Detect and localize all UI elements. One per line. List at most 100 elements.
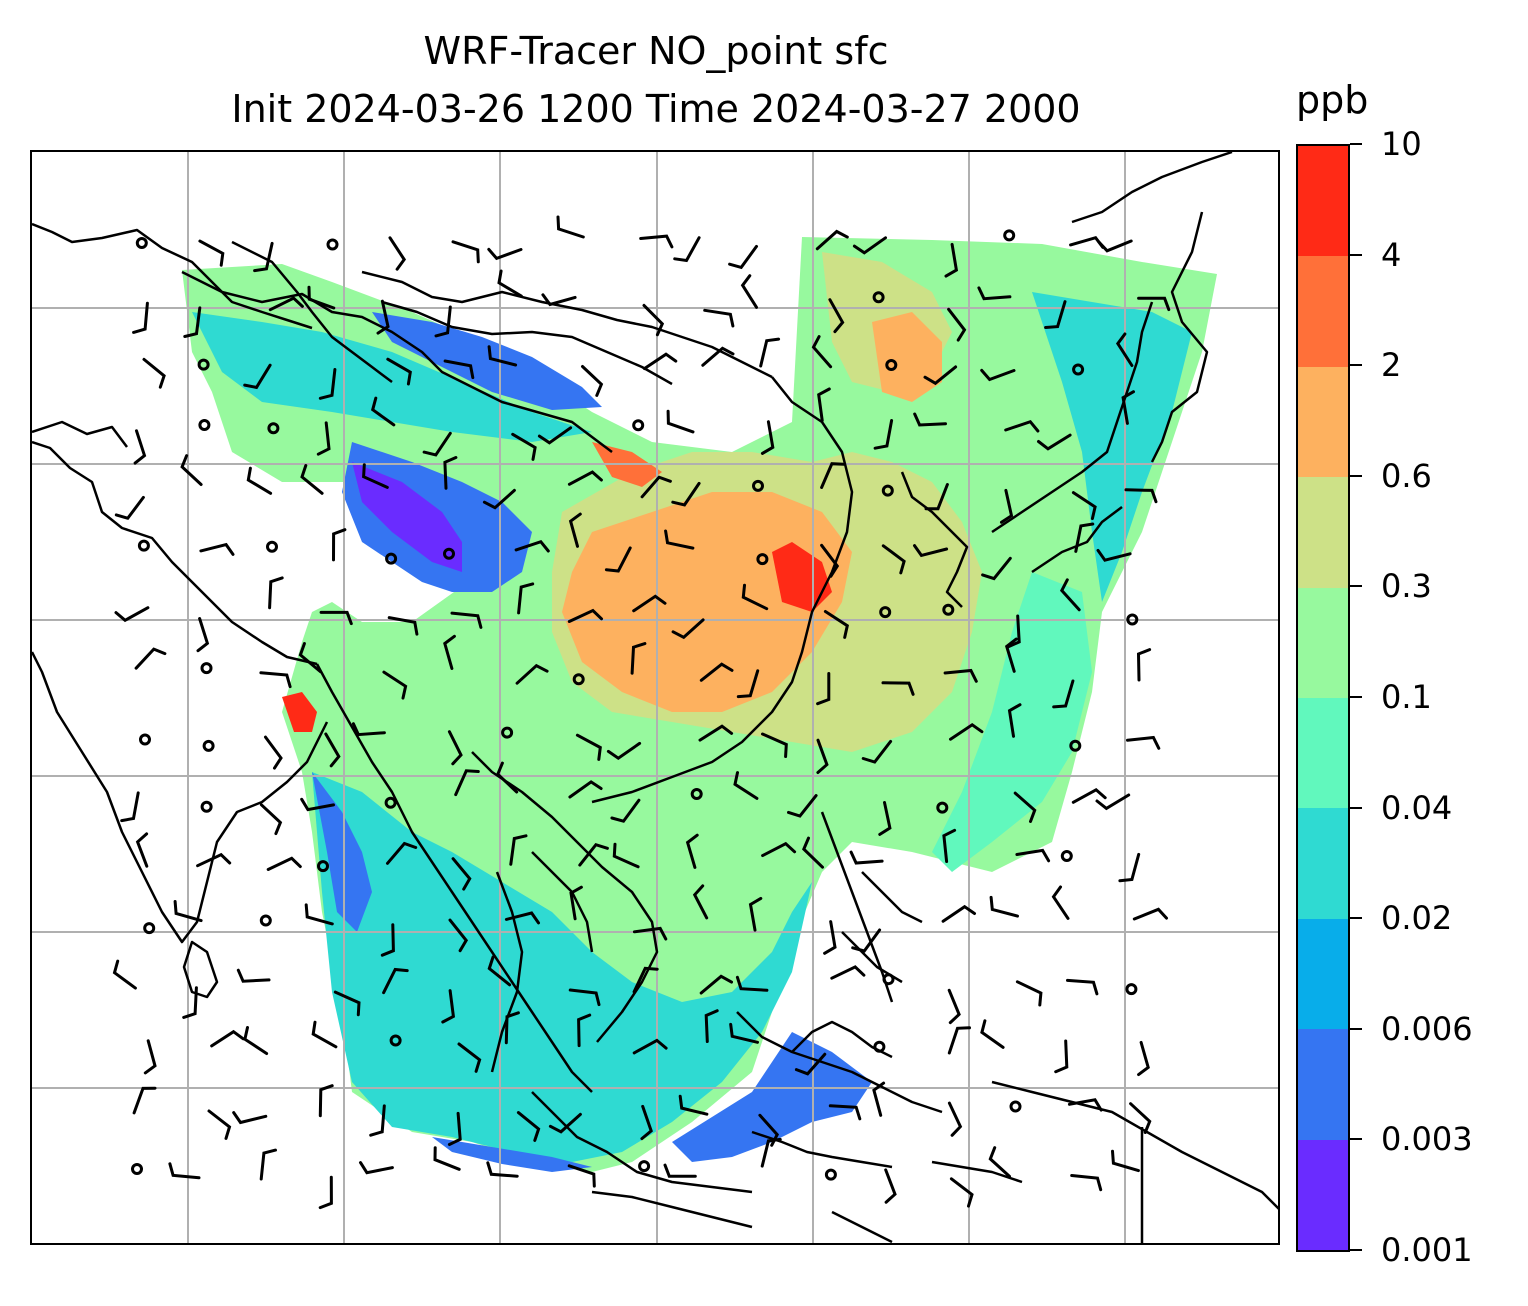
wind-barb: [820, 462, 846, 489]
wind-barb: [362, 463, 389, 489]
calm-wind-circle: [879, 606, 892, 619]
wind-barb: [182, 986, 198, 1019]
wind-barb: [632, 926, 668, 941]
concentration-region: [372, 312, 602, 410]
concentration-region: [772, 542, 832, 612]
wind-barb: [828, 1104, 862, 1121]
wind-barb: [268, 576, 284, 610]
wind-barb: [1126, 735, 1161, 750]
wind-barb: [198, 239, 225, 267]
wind-barb: [1000, 488, 1014, 524]
wind-barb: [259, 1148, 277, 1181]
wind-barb: [761, 841, 797, 858]
wind-barb: [246, 466, 273, 495]
concentration-region: [352, 462, 462, 572]
wind-barb: [1054, 1039, 1069, 1074]
calm-wind-circle: [1126, 613, 1139, 626]
wind-barb: [450, 611, 483, 629]
wind-barb: [811, 335, 833, 369]
colorbar-tick-label: 0.3: [1381, 567, 1432, 606]
colorbar-segment: [1298, 256, 1348, 367]
wind-barb: [1004, 637, 1018, 673]
wind-barb: [443, 634, 456, 670]
wind-barb: [575, 733, 602, 761]
calm-wind-circle: [143, 922, 156, 935]
concentration-region: [562, 492, 852, 712]
colorbar-tick-label: 10: [1381, 125, 1422, 163]
colorbar-tick-label: 0.003: [1381, 1120, 1473, 1159]
wind-barb: [443, 456, 458, 490]
wind-barb: [433, 1146, 461, 1171]
concentration-region: [282, 692, 317, 732]
wind-barb: [1096, 548, 1132, 562]
wind-barb: [120, 791, 140, 823]
concentration-region: [872, 312, 942, 402]
concentration-region: [192, 312, 592, 442]
wind-barb: [509, 834, 528, 866]
wind-barb: [434, 305, 452, 338]
wind-barb: [1059, 578, 1081, 612]
wind-barb: [980, 1019, 1005, 1049]
wind-barb: [441, 989, 456, 1024]
calm-wind-circle: [1069, 739, 1082, 752]
wind-barb: [1137, 1040, 1150, 1077]
wind-barb: [537, 426, 573, 445]
wind-barb: [816, 672, 831, 706]
wind-barb: [736, 669, 760, 699]
concentration-region: [312, 772, 372, 932]
colorbar-tick-label: 2: [1381, 346, 1402, 385]
colorbar-segment: [1298, 145, 1348, 257]
wind-barb: [359, 1161, 394, 1175]
wind-barb: [1015, 980, 1043, 1007]
wind-barb: [514, 539, 550, 553]
calm-wind-circle: [638, 1160, 651, 1173]
wind-barb: [304, 903, 334, 926]
wind-barb: [232, 1111, 268, 1125]
colorbar: [1296, 144, 1350, 1252]
wind-barb: [504, 1011, 520, 1045]
colorbar-segment: [1298, 697, 1348, 809]
wind-barb: [243, 1026, 269, 1055]
wind-barb: [664, 529, 695, 550]
wind-barb: [666, 409, 695, 434]
wind-barb: [196, 852, 232, 868]
wind-barb: [942, 828, 957, 863]
wind-barb: [761, 732, 788, 758]
wind-barb: [815, 229, 849, 251]
wind-barb: [567, 470, 603, 486]
wind-barb: [318, 1084, 334, 1118]
wind-barb: [947, 307, 967, 342]
wind-barb: [1115, 332, 1134, 367]
wind-barb: [944, 242, 959, 278]
wind-barb: [548, 1112, 582, 1134]
wind-barb: [333, 990, 361, 1017]
wind-barb: [794, 1052, 827, 1076]
colorbar-tick-label: 0.04: [1381, 788, 1453, 827]
wind-barb: [1070, 1174, 1103, 1192]
wind-barb: [830, 965, 866, 980]
calm-wind-circle: [572, 673, 585, 686]
wind-barb: [386, 357, 412, 386]
wind-barb: [947, 1026, 971, 1055]
wind-barb: [487, 955, 512, 987]
wind-barb: [142, 357, 166, 389]
wind-barb: [516, 1111, 541, 1142]
wind-barb: [947, 988, 961, 1025]
wind-barb: [298, 642, 322, 674]
colorbar-tick: [1350, 1138, 1362, 1141]
calm-wind-circle: [198, 419, 211, 431]
wind-barb: [1067, 1098, 1103, 1112]
wind-barb: [541, 293, 577, 307]
wind-barb: [443, 359, 475, 380]
wind-barb: [941, 904, 976, 923]
wind-barb: [692, 884, 709, 920]
wind-barb: [632, 594, 667, 613]
wind-barb: [196, 617, 210, 653]
wind-barb: [1132, 907, 1168, 921]
wind-barb: [881, 544, 906, 575]
wind-barb: [556, 215, 585, 239]
wind-barb: [511, 432, 537, 461]
calm-wind-circle: [882, 973, 895, 986]
wind-barb: [496, 761, 519, 794]
wind-barb: [387, 616, 419, 636]
